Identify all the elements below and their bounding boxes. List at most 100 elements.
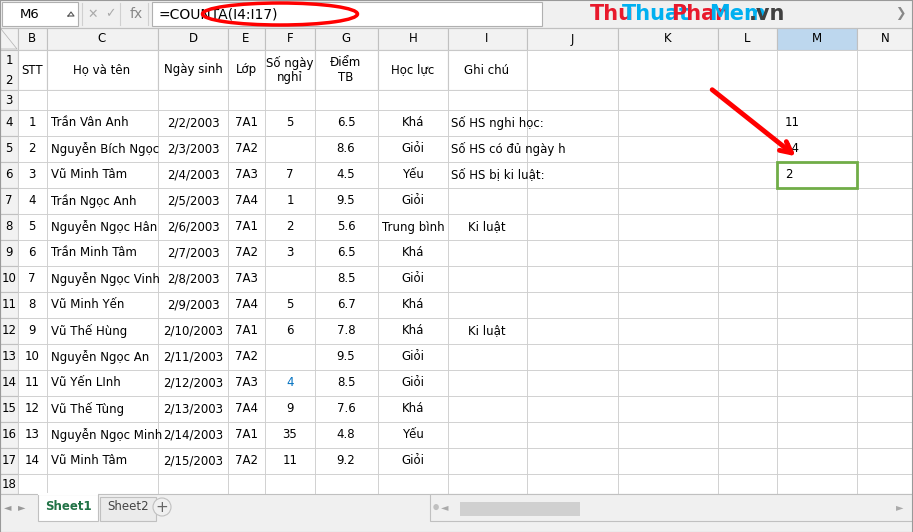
Bar — [18, 162, 47, 188]
Bar — [448, 50, 527, 90]
Bar — [18, 344, 47, 370]
Bar — [228, 448, 265, 474]
Bar — [158, 28, 228, 50]
Bar — [18, 396, 47, 422]
Bar — [158, 474, 228, 494]
Text: 9: 9 — [5, 246, 13, 260]
Bar — [18, 474, 47, 494]
Text: 16: 16 — [2, 428, 16, 442]
Text: 10: 10 — [25, 351, 39, 363]
Bar — [228, 266, 265, 292]
Bar — [0, 50, 18, 90]
Text: 3: 3 — [287, 246, 294, 260]
Text: STT: STT — [21, 63, 43, 77]
Bar — [378, 162, 448, 188]
Text: Vũ Thế Hùng: Vũ Thế Hùng — [51, 324, 127, 338]
Text: 2/10/2003: 2/10/2003 — [163, 325, 223, 337]
Bar — [265, 396, 315, 422]
Text: B: B — [28, 32, 36, 46]
Text: 4.8: 4.8 — [337, 428, 355, 442]
Text: 7A4: 7A4 — [235, 195, 257, 207]
Bar — [857, 136, 913, 162]
Bar — [857, 396, 913, 422]
Bar — [777, 370, 857, 396]
Bar — [618, 266, 718, 292]
Text: Trần Vân Anh: Trần Vân Anh — [51, 117, 129, 129]
Bar — [527, 474, 618, 494]
Bar — [527, 396, 618, 422]
Bar — [0, 214, 18, 240]
Bar — [158, 240, 228, 266]
Bar — [315, 344, 378, 370]
Text: 12: 12 — [2, 325, 16, 337]
Bar — [0, 370, 18, 396]
Bar — [265, 50, 315, 90]
Bar — [0, 136, 18, 162]
Text: 5: 5 — [5, 143, 13, 155]
Bar — [448, 188, 527, 214]
Bar — [448, 136, 527, 162]
Bar — [618, 214, 718, 240]
Bar — [777, 188, 857, 214]
Bar — [378, 292, 448, 318]
Bar — [158, 90, 228, 110]
Bar — [18, 318, 47, 344]
Bar — [378, 90, 448, 110]
Bar — [315, 474, 378, 494]
Text: Yếu: Yếu — [402, 428, 424, 442]
Bar — [378, 370, 448, 396]
Bar — [718, 214, 777, 240]
Bar — [378, 214, 448, 240]
Bar — [228, 318, 265, 344]
Text: 7A1: 7A1 — [235, 220, 257, 234]
Bar — [47, 370, 158, 396]
Bar — [857, 50, 913, 90]
Bar — [228, 162, 265, 188]
Bar — [315, 136, 378, 162]
Text: 7A3: 7A3 — [235, 272, 257, 286]
Text: 17: 17 — [2, 454, 16, 468]
Text: Thuat: Thuat — [622, 4, 690, 24]
Text: 2/14/2003: 2/14/2003 — [163, 428, 223, 442]
Bar — [47, 50, 158, 90]
Bar — [228, 422, 265, 448]
Text: Số HS nghi học:: Số HS nghi học: — [451, 116, 544, 130]
Bar — [448, 318, 527, 344]
Bar — [47, 136, 158, 162]
Text: 9: 9 — [28, 325, 36, 337]
Bar — [718, 240, 777, 266]
Bar — [857, 318, 913, 344]
Text: 35: 35 — [283, 428, 298, 442]
Text: 7: 7 — [28, 272, 36, 286]
Bar — [315, 396, 378, 422]
Bar — [18, 422, 47, 448]
Bar — [527, 162, 618, 188]
Text: 7A3: 7A3 — [235, 169, 257, 181]
Bar — [47, 318, 158, 344]
Bar — [378, 110, 448, 136]
Bar — [47, 28, 158, 50]
Text: 1: 1 — [5, 54, 13, 66]
Bar — [857, 448, 913, 474]
Bar — [618, 162, 718, 188]
Text: 3: 3 — [5, 94, 13, 106]
Bar — [47, 214, 158, 240]
Bar — [18, 370, 47, 396]
Text: 5.6: 5.6 — [337, 220, 355, 234]
Bar — [448, 214, 527, 240]
Text: 7: 7 — [5, 195, 13, 207]
Bar — [0, 28, 18, 50]
Bar — [378, 318, 448, 344]
Text: Giỏi: Giỏi — [402, 195, 425, 207]
Text: Trần Ngọc Anh: Trần Ngọc Anh — [51, 194, 137, 208]
Bar — [777, 240, 857, 266]
Bar — [448, 28, 527, 50]
Bar — [47, 292, 158, 318]
Bar — [228, 136, 265, 162]
Bar — [228, 240, 265, 266]
Bar — [857, 474, 913, 494]
Text: 12: 12 — [25, 403, 39, 415]
Bar — [315, 90, 378, 110]
Bar — [857, 162, 913, 188]
Bar — [47, 448, 158, 474]
